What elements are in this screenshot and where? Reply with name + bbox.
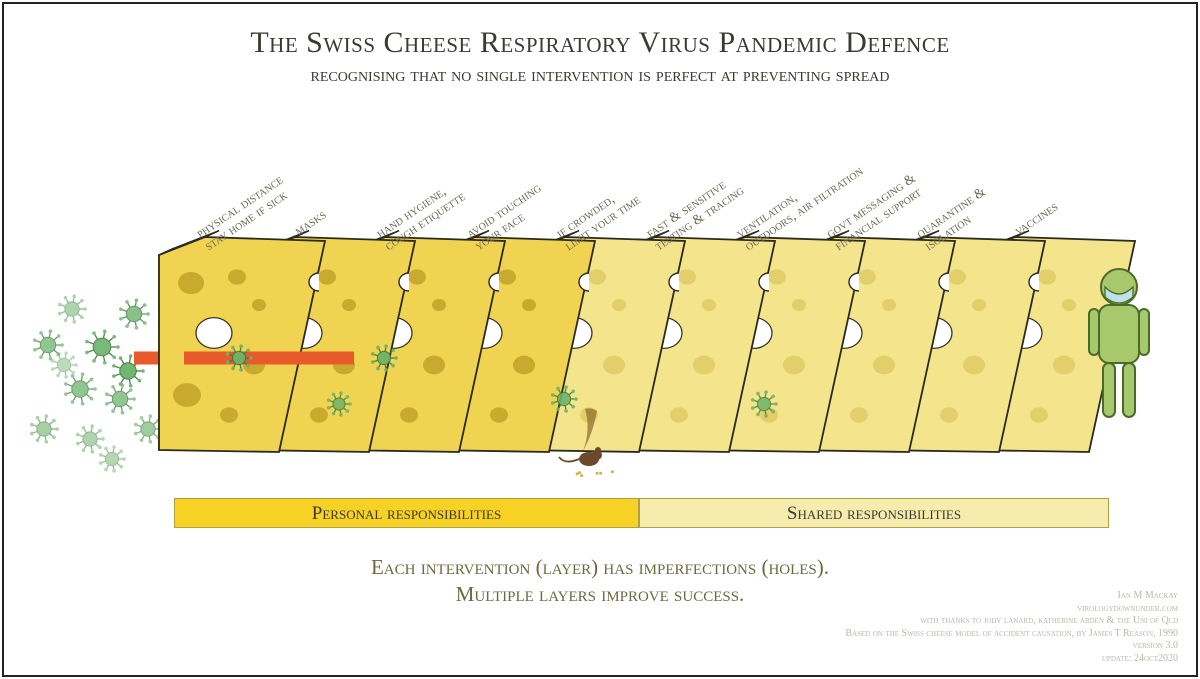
credit-line: Based on the Swiss cheese model of accid…	[845, 628, 1178, 641]
bar-personal-label: Personal responsibilities	[312, 503, 501, 524]
virus-icon	[99, 445, 126, 472]
virus-icon	[58, 294, 87, 323]
bar-personal-responsibilities: Personal responsibilities	[174, 498, 639, 528]
subtitle: recognising that no single intervention …	[4, 64, 1196, 87]
virus-icon	[64, 372, 97, 405]
title: The Swiss Cheese Respiratory Virus Pande…	[4, 26, 1196, 60]
infographic-frame: The Swiss Cheese Respiratory Virus Pande…	[2, 2, 1198, 677]
credit-line: with thanks to jody lanard, katherine ar…	[845, 615, 1178, 628]
credit-line: version 3.0	[845, 640, 1178, 653]
virus-icon	[76, 424, 105, 453]
virus-icon	[119, 298, 150, 329]
diagram-canvas: physical distance stay home if sickmasks…	[24, 99, 1180, 479]
credits: Ian M Mackayvirologydownunder.comwith th…	[845, 590, 1178, 665]
credit-line: virologydownunder.com	[845, 603, 1178, 616]
virus-icon	[30, 414, 59, 443]
credit-line: update: 24oct2020	[845, 653, 1178, 666]
bar-shared-label: Shared responsibilities	[787, 503, 961, 524]
credit-line: Ian M Mackay	[845, 590, 1178, 603]
bar-shared-responsibilities: Shared responsibilities	[639, 498, 1109, 528]
virus-icon	[105, 383, 136, 414]
virus-icon	[51, 351, 78, 378]
caption-line-1: Each intervention (layer) has imperfecti…	[4, 554, 1196, 581]
virus-icon	[85, 329, 120, 364]
